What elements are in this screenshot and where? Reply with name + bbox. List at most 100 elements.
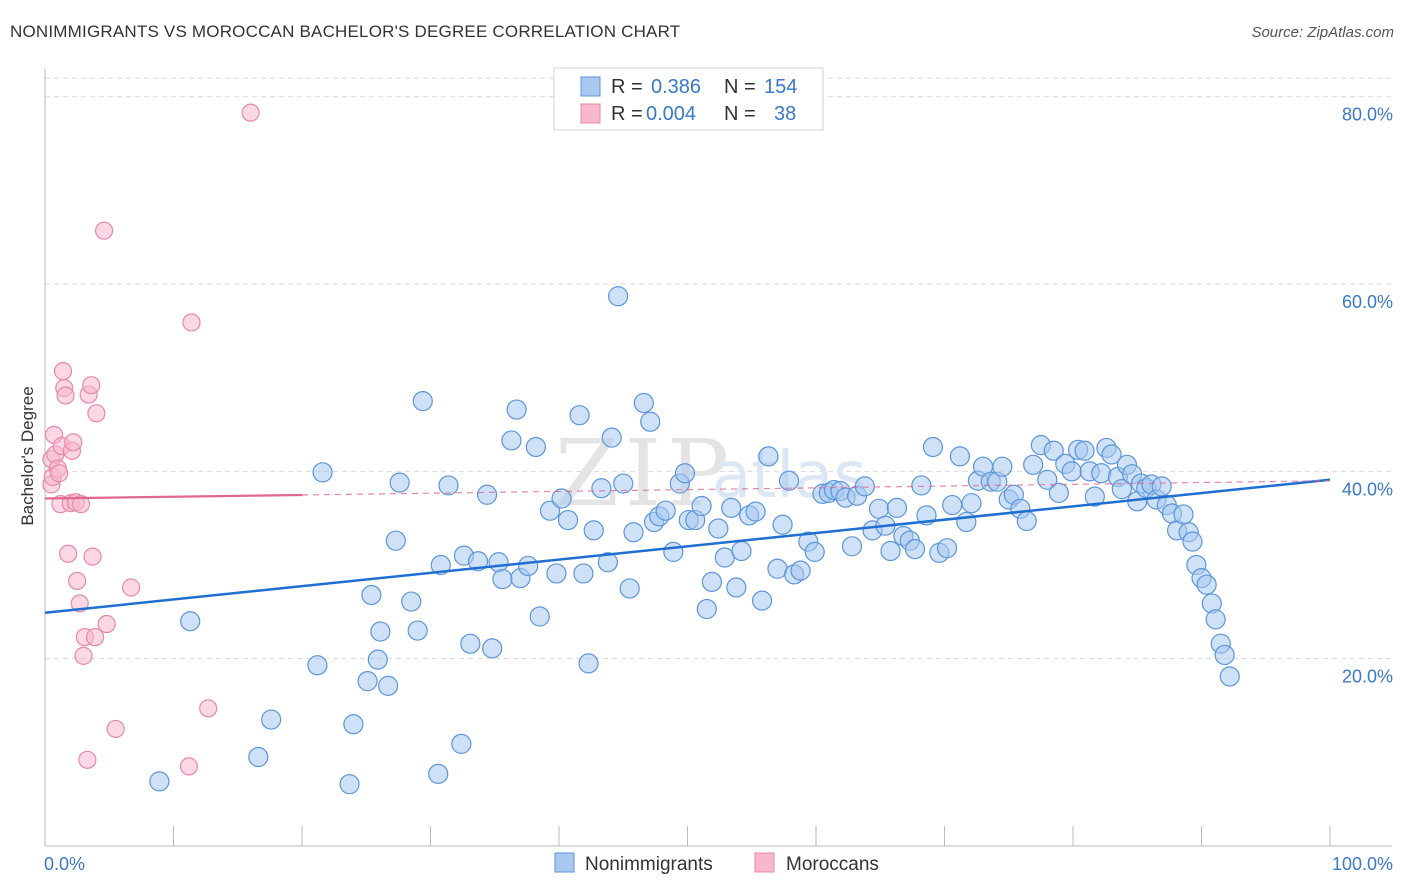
nonimmigrants-point	[1048, 482, 1069, 504]
legend-r-label-nonimmigrants: R =	[611, 76, 643, 98]
nonimmigrants-point	[655, 500, 676, 521]
nonimmigrants-point	[726, 577, 747, 598]
nonimmigrants-point	[597, 552, 618, 573]
nonimmigrants-point	[1091, 463, 1112, 484]
nonimmigrants-point	[1151, 476, 1172, 497]
nonimmigrants-points	[149, 286, 1240, 795]
legend-swatch-nonimmigrants	[580, 76, 601, 97]
nonimmigrants-point	[1084, 486, 1105, 507]
bottom-legend-label-nonimmigrants[interactable]: Nonimmigrants	[585, 854, 713, 875]
nonimmigrants-point	[1023, 454, 1044, 475]
nonimmigrants-point	[583, 520, 604, 541]
y-tick-label: 20.0%	[1342, 667, 1393, 687]
moroccans-trend-line	[44, 493, 303, 500]
nonimmigrants-point	[904, 539, 926, 560]
nonimmigrants-point	[401, 591, 422, 612]
bottom-legend-swatch-moroccans[interactable]	[754, 852, 775, 873]
nonimmigrants-point	[389, 472, 410, 493]
nonimmigrants-point	[623, 522, 644, 543]
moroccans-points	[42, 103, 260, 776]
nonimmigrants-point	[307, 655, 328, 676]
x-tick-label-left: 0.0%	[44, 854, 85, 874]
nonimmigrants-point	[772, 514, 793, 535]
nonimmigrants-point	[343, 714, 364, 735]
legend-swatch-moroccans	[580, 103, 601, 124]
nonimmigrants-point	[367, 649, 388, 670]
nonimmigrants-point	[633, 392, 654, 414]
nonimmigrants-point	[261, 709, 282, 730]
nonimmigrants-point	[569, 405, 590, 426]
nonimmigrants-point	[546, 563, 567, 584]
nonimmigrants-point	[557, 509, 579, 531]
nonimmigrants-point	[701, 571, 723, 592]
moroccans-point	[74, 646, 93, 665]
nonimmigrants-trend-line	[44, 478, 1331, 615]
moroccans-point	[182, 313, 201, 332]
nonimmigrants-point	[745, 501, 766, 522]
nonimmigrants-point	[385, 530, 406, 551]
nonimmigrants-point	[591, 478, 612, 499]
nonimmigrants-point	[886, 497, 908, 518]
nonimmigrants-point	[492, 568, 513, 590]
moroccans-point	[64, 433, 83, 452]
nonimmigrants-point	[961, 493, 982, 514]
bottom-legend-label-moroccans[interactable]: Moroccans	[786, 854, 879, 875]
nonimmigrants-point	[482, 638, 503, 659]
nonimmigrants-point	[551, 488, 572, 509]
moroccans-point	[179, 757, 199, 776]
nonimmigrants-point	[758, 446, 779, 467]
nonimmigrants-point	[460, 633, 481, 654]
nonimmigrants-point	[936, 538, 958, 559]
nonimmigrants-point	[608, 286, 629, 307]
moroccans-point	[106, 719, 125, 739]
nonimmigrants-point	[1016, 510, 1037, 532]
stats-legend: R = 0.386 N = 154 R = 0.004 N = 38	[553, 67, 824, 131]
nonimmigrants-point	[476, 484, 498, 505]
moroccans-point	[86, 628, 105, 647]
y-tick-label: 80.0%	[1342, 105, 1393, 125]
nonimmigrants-point	[640, 411, 661, 432]
y-axis-title: Bachelor's Degree	[18, 386, 37, 525]
moroccans-point	[87, 404, 106, 423]
chart-title: NONIMMIGRANTS VS MOROCCAN BACHELOR'S DEG…	[10, 22, 681, 41]
nonimmigrants-point	[1205, 609, 1226, 630]
legend-n-label-nonimmigrants: N =	[724, 76, 756, 98]
nonimmigrants-point	[922, 436, 944, 458]
moroccans-point	[50, 464, 69, 483]
nonimmigrants-point	[438, 475, 459, 496]
nonimmigrants-point	[674, 463, 696, 484]
nonimmigrants-point	[751, 590, 773, 611]
nonimmigrants-point	[370, 621, 391, 642]
nonimmigrants-point	[708, 518, 729, 539]
nonimmigrants-point	[804, 541, 825, 563]
legend-r-value-moroccans: 0.004	[646, 103, 696, 125]
moroccans-point	[121, 578, 141, 597]
nonimmigrants-point	[501, 430, 522, 451]
nonimmigrants-point	[1111, 479, 1132, 500]
nonimmigrants-point	[1074, 440, 1095, 461]
nonimmigrants-point	[1043, 440, 1064, 461]
nonimmigrants-point	[601, 427, 622, 448]
nonimmigrants-point	[841, 536, 863, 557]
nonimmigrants-point	[868, 498, 890, 519]
moroccans-point	[71, 495, 91, 514]
nonimmigrants-point	[1061, 461, 1082, 482]
legend-n-value-moroccans: 38	[774, 103, 796, 125]
nonimmigrants-point	[1101, 444, 1122, 465]
nonimmigrants-point	[407, 620, 428, 641]
x-tick-label-right: 100.0%	[1332, 854, 1393, 874]
moroccans-point	[78, 750, 97, 769]
nonimmigrants-point	[467, 551, 489, 572]
nonimmigrants-point	[529, 606, 550, 627]
legend-r-label-moroccans: R =	[611, 103, 643, 125]
nonimmigrants-point	[613, 473, 634, 494]
bottom-legend-swatch-nonimmigrants[interactable]	[554, 852, 575, 873]
moroccans-point	[95, 221, 114, 240]
nonimmigrants-point	[248, 746, 269, 768]
nonimmigrants-point	[573, 563, 594, 584]
nonimmigrants-point	[1219, 666, 1240, 687]
moroccans-point	[97, 614, 116, 634]
moroccans-point	[241, 103, 260, 122]
nonimmigrants-point	[377, 675, 399, 696]
series-legend: Nonimmigrants Moroccans	[554, 852, 879, 875]
